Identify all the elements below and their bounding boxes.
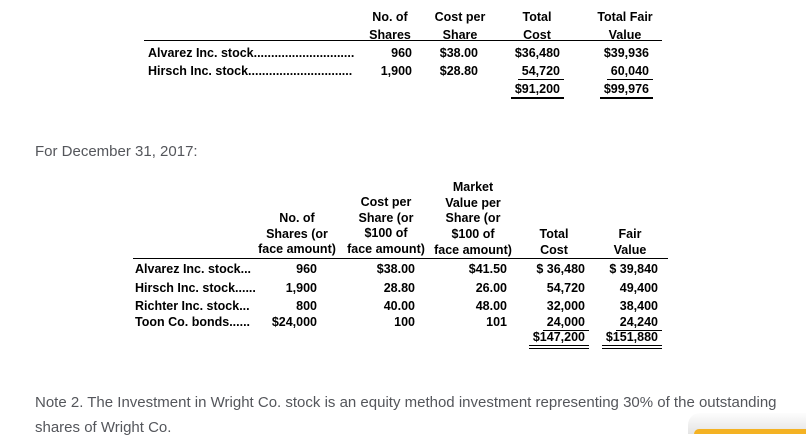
cell-fair-value: 49,400 [619,280,658,295]
table1-header-rule [144,40,662,41]
cell-qty: 1,900 [285,280,317,295]
cell-total-cost: 54,720 [546,280,585,295]
cell-total-cost: 32,000 [546,298,585,313]
cell-total-cost: 24,000 [505,313,589,332]
row-label: Toon Co. bonds...... [135,314,251,329]
cell-market: 48.00 [475,298,507,313]
cell-total-fair-value: $39,936 [603,46,649,60]
cell-cost: 28.80 [383,280,415,295]
col-header-total-cost: Total Cost [539,227,569,257]
cell-qty: 960 [296,262,317,276]
note-text: Note 2. The Investment in Wright Co. sto… [35,394,777,436]
cell-cost: $38.00 [376,262,415,276]
cell-market: $41.50 [468,262,507,276]
cell-qty: 800 [296,298,317,313]
chat-widget-peek[interactable] [688,413,806,434]
cell-shares: 1,900 [380,63,412,78]
section-heading: For December 31, 2017: [35,143,198,160]
cell-fair-value: 24,240 [578,313,662,332]
table2-header-rule [133,258,668,259]
cell-shares: 960 [391,46,412,60]
col-header-total-fair-value: Total Fair Value [597,10,653,42]
col-header-market-value-per-share: Market Value per Share (or $100 of face … [434,180,512,257]
col-header-fair-value: Fair Value [613,227,647,257]
cell-market: 26.00 [475,280,507,295]
total-cost-sum: $147,200 [505,328,589,349]
cell-cost: 100 [394,314,415,329]
cell-market: 101 [486,314,507,329]
row-label: Hirsch Inc. stock...... [135,280,256,295]
cell-cost: 40.00 [383,298,415,313]
cell-qty: $24,000 [271,314,317,329]
cell-cost-per-share: $38.00 [439,46,478,60]
cell-fair-value: 38,400 [619,298,658,313]
col-header-total-cost: Total Cost [522,10,552,42]
cell-total-cost: $ 36,480 [536,262,585,276]
row-label: Alvarez Inc. stock......................… [148,46,355,60]
fair-value-sum: $151,880 [578,328,662,349]
cell-total-fair-value: 60,040 [559,62,653,81]
cell-fair-value: $ 39,840 [609,262,658,276]
row-label: Richter Inc. stock... [135,298,250,313]
col-header-no-of-shares: No. of Shares [369,10,411,42]
chat-widget-accent-bar[interactable] [694,429,806,434]
col-header-no-of-shares: No. of Shares (or face amount) [258,211,336,257]
cell-total-cost: $36,480 [514,46,560,60]
cell-cost-per-share: $28.80 [439,63,478,78]
col-header-cost-per-share: Cost per Share (or $100 of face amount) [347,195,425,257]
col-header-cost-per-share: Cost per Share [434,10,486,42]
cell-total-cost: 54,720 [470,62,564,81]
total-fair-value-sum: $99,976 [559,80,653,99]
row-label: Alvarez Inc. stock... [135,262,252,276]
total-cost-sum: $91,200 [470,80,564,99]
row-label: Hirsch Inc. stock.......................… [148,63,353,78]
